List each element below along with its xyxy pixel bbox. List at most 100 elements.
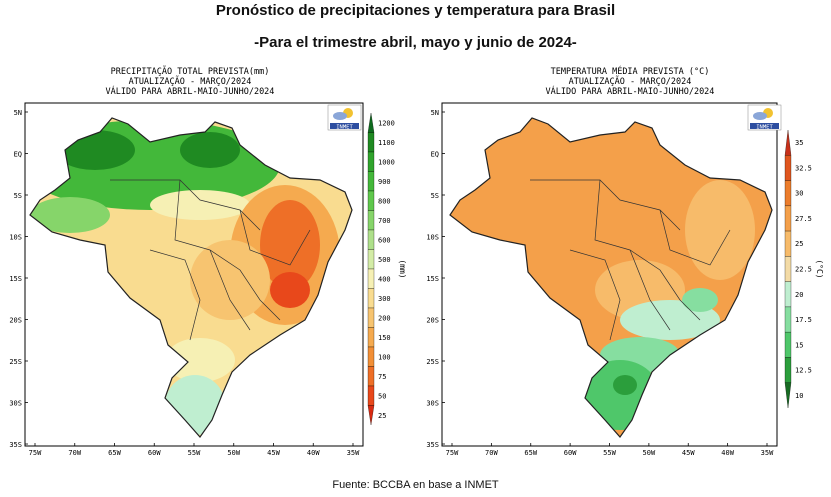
temp-lon-label: 75W	[446, 449, 459, 457]
temp-legend-tick: 12.5	[795, 367, 812, 375]
temp-legend-tick: 32.5	[795, 164, 812, 172]
temp-lat-label: EQ	[431, 151, 439, 159]
precip-legend-swatch	[367, 307, 375, 328]
temp-legend-unit: (°C)	[815, 259, 824, 278]
precip-legend-tick: 900	[378, 178, 391, 186]
precip-legend-swatch	[367, 268, 375, 289]
precip-legend-tick: 100	[378, 353, 391, 361]
temp-map-header: TEMPERATURA MÉDIA PREVISTA (°C) ATUALIZAÇ…	[490, 67, 770, 97]
precip-legend-swatch	[367, 210, 375, 231]
temp-legend-tick: 22.5	[795, 266, 812, 274]
precip-lat-label: 10S	[9, 234, 22, 242]
precip-lat-label: 25S	[9, 358, 22, 366]
inmet-logo-right-text: INMET	[756, 125, 773, 131]
temp-legend-swatch	[784, 180, 792, 206]
precip-legend-tick: 50	[378, 392, 386, 400]
precip-legend-swatch	[367, 288, 375, 309]
source-note: Fuente: BCCBA en base a INMET	[332, 479, 499, 491]
precip-legend-swatch	[367, 385, 375, 406]
precip-map-header: PRECIPITAÇÃO TOTAL PREVISTA(mm) ATUALIZAÇ…	[70, 67, 310, 97]
precip-legend-swatch	[367, 405, 375, 426]
temp-legend-swatch	[784, 256, 792, 282]
precip-axes: 5N EQ 5S 10S 15S 20S 25S 30S 35S 75W 70W 65W 60W 55W 5…	[9, 109, 360, 457]
precip-header-line-3: VÁLIDO PARA ABRIL-MAIO-JUNHO/2024	[105, 87, 275, 97]
precip-legend-swatch	[367, 151, 375, 172]
precip-lat-label: 5N	[14, 109, 22, 117]
precip-legend-tick: 300	[378, 295, 391, 303]
precip-lat-label: 30S	[9, 400, 22, 408]
precip-legend-tick: 500	[378, 256, 391, 264]
precip-legend-unit: (mm)	[398, 259, 407, 278]
precip-legend-tick: 600	[378, 236, 391, 244]
temp-legend-swatch	[784, 332, 792, 358]
temp-lat-label: 30S	[426, 400, 439, 408]
precip-legend-swatch	[367, 346, 375, 367]
precip-header-line-1: PRECIPITAÇÃO TOTAL PREVISTA(mm)	[110, 67, 270, 77]
temp-legend-tick: 27.5	[795, 215, 812, 223]
temp-lon-label: 60W	[564, 449, 577, 457]
main-title: Pronóstico de precipitaciones y temperat…	[215, 2, 616, 19]
precip-lon-label: 75W	[29, 449, 42, 457]
temp-lat-label: 35S	[426, 441, 439, 449]
precip-lon-label: 45W	[267, 449, 280, 457]
precip-legend-swatch	[367, 327, 375, 348]
precip-legend-tick: 200	[378, 314, 391, 322]
inmet-logo-right: INMET	[747, 104, 782, 131]
precip-legend-tick: 150	[378, 334, 391, 342]
precip-legend-tick: 1100	[378, 139, 395, 147]
temp-lat-label: 15S	[426, 275, 439, 283]
temp-legend-swatch	[784, 382, 792, 409]
precip-legend-tick: 25	[378, 412, 386, 420]
temp-header-line-3: VÁLIDO PARA ABRIL-MAIO-JUNHO/2024	[545, 87, 715, 97]
temp-lon-label: 50W	[643, 449, 656, 457]
main-subtitle: -Para el trimestre abril, mayo y junio d…	[254, 34, 577, 51]
temp-lon-label: 55W	[603, 449, 616, 457]
temp-legend-swatch	[784, 357, 792, 383]
precip-legend-swatch	[367, 112, 375, 133]
precip-legend-tick: 400	[378, 275, 391, 283]
temp-legend-tick: 15	[795, 341, 803, 349]
precip-legend-swatch	[367, 190, 375, 211]
precip-lat-label: 35S	[9, 441, 22, 449]
temp-lat-label: 5N	[431, 109, 439, 117]
precip-legend-tick: 1000	[378, 158, 395, 166]
inmet-logo-left-text: INMET	[336, 125, 353, 131]
precip-legend-swatch	[367, 132, 375, 153]
temp-lon-label: 70W	[485, 449, 498, 457]
precip-legend-tick: 1200	[378, 119, 395, 127]
precip-lon-label: 65W	[108, 449, 121, 457]
temp-lat-label: 10S	[426, 234, 439, 242]
temp-legend-swatch	[784, 129, 792, 156]
temp-lat-label: 5S	[431, 192, 439, 200]
temp-legend-swatch	[784, 306, 792, 333]
temp-lon-label: 40W	[721, 449, 734, 457]
precip-lat-label: 15S	[9, 275, 22, 283]
precip-legend-tick: 800	[378, 197, 391, 205]
precip-legend: 1200 1100 1000 900 800 700 600 500 400 300 200 150 1…	[367, 112, 407, 426]
temp-legend-swatch	[784, 281, 792, 308]
temp-legend-tick: 20	[795, 291, 803, 299]
precip-lon-label: 55W	[188, 449, 201, 457]
inmet-logo-left: INMET	[327, 104, 362, 131]
precip-legend-tick: 700	[378, 217, 391, 225]
precip-lat-label: EQ	[14, 151, 22, 159]
precip-legend-tick: 75	[378, 373, 386, 381]
precip-state-borders	[110, 179, 311, 341]
temp-legend-tick: 25	[795, 240, 803, 248]
temp-legend: 35 32.5 30 27.5 25 22.5 20 17.5 15 12.5 10 (°C)	[784, 129, 824, 409]
precip-legend-swatch	[367, 229, 375, 250]
temp-lat-label: 20S	[426, 317, 439, 325]
precip-lon-label: 70W	[68, 449, 81, 457]
temp-state-borders	[530, 179, 731, 341]
temp-legend-tick: 35	[795, 139, 803, 147]
temp-legend-tick: 17.5	[795, 316, 812, 324]
temp-axes: 5N EQ 5S 10S 15S 20S 25S 30S 35S 75W 70W 65W 60W 55W 5…	[426, 109, 774, 457]
precip-legend-swatch	[367, 249, 375, 270]
precip-lon-label: 50W	[227, 449, 240, 457]
temp-header-line-2: ATUALIZAÇÃO - MARÇO/2024	[568, 77, 692, 87]
precip-legend-swatch	[367, 366, 375, 387]
temp-legend-swatch	[784, 230, 792, 257]
precip-lon-label: 40W	[307, 449, 320, 457]
temp-legend-tick: 30	[795, 190, 803, 198]
precip-header-line-2: ATUALIZAÇÃO - MARÇO/2024	[128, 77, 252, 87]
